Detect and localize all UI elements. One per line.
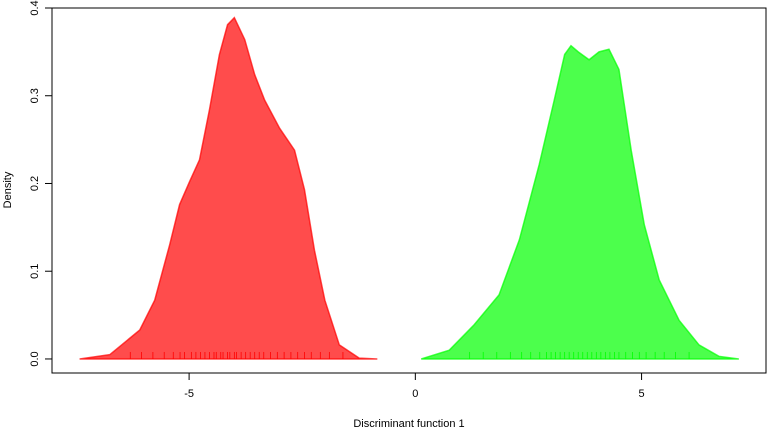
y-tick-label: 0.0 <box>29 351 41 366</box>
y-axis-label: Density <box>2 171 14 208</box>
x-tick-label: 0 <box>412 388 418 400</box>
y-tick-label: 0.3 <box>29 88 41 103</box>
density-area <box>79 16 378 360</box>
x-tick-label: 5 <box>639 388 645 400</box>
y-tick-label: 0.2 <box>29 176 41 191</box>
density-area <box>420 44 739 360</box>
x-axis-label: Discriminant function 1 <box>353 418 464 428</box>
y-tick-label: 0.1 <box>29 264 41 279</box>
x-tick-label: -5 <box>184 388 194 400</box>
y-tick-label: 0.4 <box>29 0 41 15</box>
plot-box <box>51 7 767 374</box>
